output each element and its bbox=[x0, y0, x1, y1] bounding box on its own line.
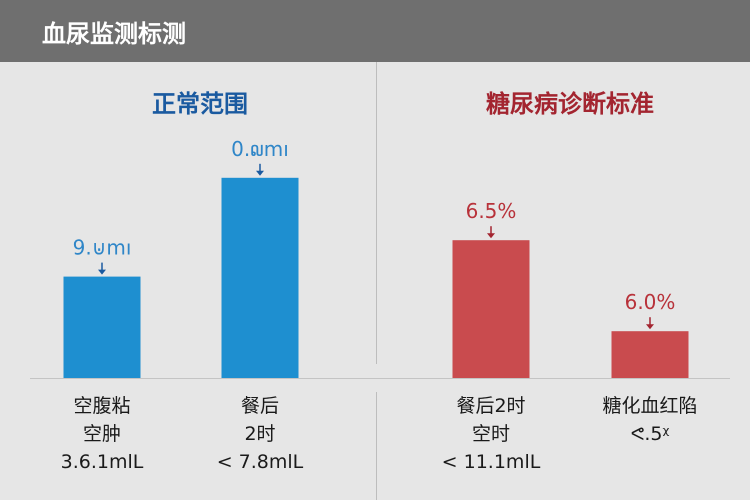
arrow-down-icon bbox=[487, 233, 495, 239]
chart-baseline bbox=[30, 378, 730, 379]
category-label-hba1c: 糖化血红陷 ᕙ.5ᵡ bbox=[575, 392, 725, 448]
data-label-0: 9.⊍mı bbox=[73, 236, 132, 260]
category-label-line: 餐后 bbox=[240, 395, 279, 417]
category-label-line: 空肿 bbox=[82, 423, 121, 445]
bar-3 bbox=[611, 331, 689, 378]
header-bar: 血尿监测标测 bbox=[0, 0, 750, 62]
category-label-line: 3.6.1mlL bbox=[60, 451, 144, 473]
category-label-line: < 7.8mlL bbox=[216, 451, 304, 473]
arrow-down-icon bbox=[256, 170, 264, 176]
bar-2 bbox=[452, 240, 530, 378]
category-label-line: 空时 bbox=[471, 423, 510, 445]
category-label-line: < 11.1mlL bbox=[441, 451, 541, 473]
data-label-3: 6.0% bbox=[625, 290, 676, 314]
category-label-line: ᕙ.5ᵡ bbox=[630, 423, 670, 445]
category-label-postprandial-diabetes: 餐后2时 空时 < 11.1mlL bbox=[416, 392, 566, 476]
data-label-2: 6.5% bbox=[466, 199, 517, 223]
category-label-line: 餐后2时 bbox=[456, 395, 526, 417]
arrow-down-icon bbox=[646, 324, 654, 330]
data-label-1: 0.໙mı bbox=[231, 137, 289, 161]
arrow-down-icon bbox=[98, 269, 106, 275]
section-divider-bottom bbox=[376, 392, 377, 500]
section-title-normal-range: 正常范围 bbox=[152, 90, 248, 118]
category-label-fasting: 空腹粘 空肿 3.6.1mlL bbox=[27, 392, 177, 476]
bar-0 bbox=[63, 276, 141, 378]
category-label-postprandial: 餐后 2时 < 7.8mlL bbox=[185, 392, 335, 476]
bar-1 bbox=[221, 177, 299, 378]
page-title: 血尿监测标测 bbox=[42, 20, 186, 48]
category-label-line: 2时 bbox=[244, 423, 276, 445]
section-divider-top bbox=[376, 62, 377, 364]
category-label-line: 空腹粘 bbox=[73, 395, 131, 417]
section-title-diagnosis-criteria: 糖尿病诊断标准 bbox=[486, 90, 654, 118]
category-label-line: 糖化血红陷 bbox=[602, 395, 698, 417]
